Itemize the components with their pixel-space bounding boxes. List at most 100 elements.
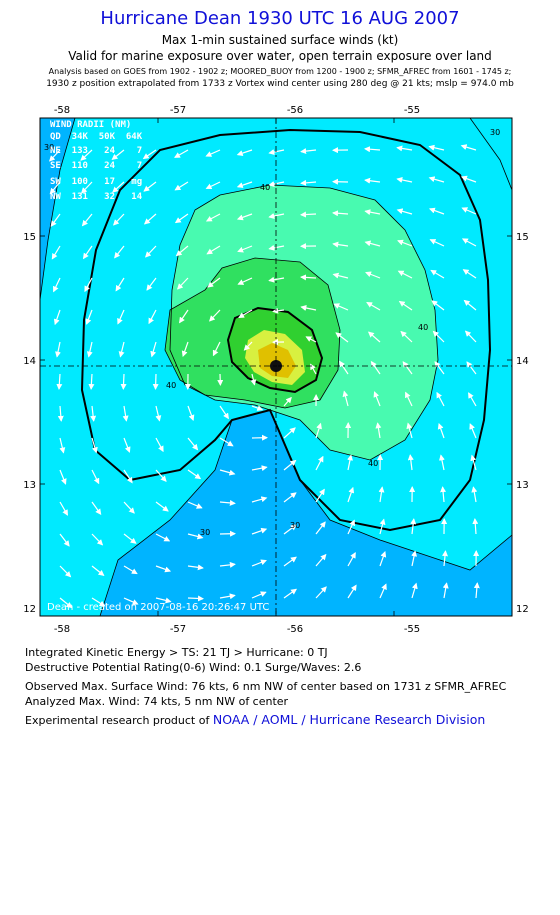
wind-arrow	[398, 300, 413, 311]
wind-arrow	[81, 181, 93, 194]
wind-arrow	[305, 336, 317, 343]
lon-label: -57	[170, 624, 186, 635]
wind-arrow	[460, 175, 477, 183]
wind-arrow	[461, 238, 477, 247]
wind-arrow	[396, 176, 413, 183]
wind-arrow	[150, 341, 157, 358]
wind-arrow	[430, 269, 445, 279]
wind-arrow	[84, 277, 93, 293]
lat-label: 15	[516, 232, 529, 243]
wind-arrow	[396, 145, 413, 152]
wind-arrow	[300, 274, 317, 281]
lat-label: 13	[23, 480, 36, 491]
subtitle: Max 1-min sustained surface winds (kt)	[161, 33, 399, 47]
wind-arrow	[205, 149, 221, 157]
lon-label: -55	[404, 624, 420, 635]
wind-arrow	[397, 239, 413, 247]
wind-arrow	[375, 422, 382, 439]
wind-arrow	[332, 272, 349, 279]
wind-arrow	[315, 521, 326, 535]
wind-map: 30 30 40 40 40 40 30 30 -58 -57 -56 -55 …	[23, 105, 529, 635]
contour-label: 40	[260, 183, 270, 192]
page-title: Hurricane Dean 1930 UTC 16 AUG 2007	[100, 8, 460, 29]
wind-arrow	[378, 486, 385, 503]
wind-arrow	[174, 213, 189, 224]
wind-arrow	[91, 469, 100, 485]
wind-arrow	[187, 564, 204, 571]
lt30-region	[40, 118, 512, 616]
wind-arrow	[155, 501, 169, 512]
wind-arrow	[469, 423, 477, 439]
wind-arrow	[114, 245, 125, 259]
wind-arrow	[143, 213, 157, 225]
wind-arrow	[300, 179, 317, 186]
wind-arrow	[155, 533, 171, 542]
lon-label: -56	[287, 105, 303, 116]
wind-arrow	[90, 405, 97, 422]
wind-arrow	[283, 492, 297, 503]
wind-arrow	[406, 422, 413, 439]
lon-labels-bottom: -58 -57 -56 -55	[54, 624, 420, 635]
wind-arrow	[123, 501, 135, 514]
lat-labels-left: 15 14 13 12	[23, 232, 36, 615]
crosshair	[40, 118, 512, 616]
wind-arrow	[283, 459, 297, 471]
wind-arrow	[219, 405, 229, 420]
wind-arrow	[187, 533, 204, 540]
wind-arrow	[59, 533, 70, 547]
wind-arrow	[237, 277, 253, 285]
wind-arrow	[283, 556, 297, 567]
wind-arrow	[473, 582, 480, 599]
product-credit: Experimental research product of NOAA / …	[25, 712, 485, 727]
position-note: 1930 z position extrapolated from 1733 z…	[46, 79, 514, 89]
wind-arrow	[411, 582, 418, 599]
wind-arrow	[207, 277, 221, 288]
wind-arrow	[251, 405, 264, 411]
hrd-link[interactable]: NOAA / AOML / Hurricane Research Divisio…	[212, 712, 486, 727]
wind-arrow	[332, 241, 349, 248]
wind-arrow	[145, 245, 157, 258]
wind-arrow	[111, 149, 125, 161]
wind-arrow	[283, 396, 292, 407]
analysis-basis: Analysis based on GOES from 1902 - 1902 …	[48, 67, 512, 76]
wind-arrow	[300, 211, 317, 218]
contour-labels: 30 30 40 40 40 40 30 30	[44, 128, 500, 537]
wind-arrow	[396, 208, 413, 215]
wind-arrow	[315, 586, 327, 599]
wind-arrow	[49, 181, 61, 195]
wind-arrow	[219, 499, 236, 506]
lat-label: 12	[516, 604, 529, 615]
wind-arrow	[379, 550, 387, 567]
wind-arrow	[461, 207, 477, 215]
wind-arrow	[315, 422, 322, 439]
wind-arrow	[464, 330, 477, 343]
wind-arrow	[123, 533, 137, 544]
wind-arrow	[315, 488, 325, 503]
wind-arrow	[88, 373, 95, 390]
wind-arrow	[205, 181, 221, 190]
wind-arrow	[410, 518, 417, 535]
wind-arrow	[250, 373, 257, 386]
wind-arrow	[335, 332, 349, 343]
wind-radii-row: SE 110 24 7	[50, 161, 142, 171]
wind-arrow	[333, 303, 349, 311]
wind-arrow	[471, 486, 478, 503]
contour-label: 40	[166, 381, 176, 390]
wind-arrow	[268, 244, 285, 251]
contour-label: 30	[44, 143, 54, 152]
wind-arrow	[364, 240, 381, 247]
wind-arrow	[339, 360, 349, 375]
dpr-line: Destructive Potential Rating(0-6) Wind: …	[25, 661, 362, 674]
wind-arrow	[429, 239, 445, 247]
product-prefix: Experimental research product of	[25, 714, 210, 727]
wind-arrow	[268, 276, 285, 283]
wind-arrow	[118, 341, 125, 358]
wind-radii-header: QD 34K 50K 64K	[50, 132, 143, 142]
wind-arrow	[347, 519, 355, 535]
wind-arrow	[209, 309, 221, 322]
wind-arrow	[364, 209, 381, 216]
lon-label: -58	[54, 105, 70, 116]
wind-arrow	[123, 565, 138, 575]
wind-arrow	[237, 245, 253, 253]
wind-arrow	[315, 553, 327, 567]
